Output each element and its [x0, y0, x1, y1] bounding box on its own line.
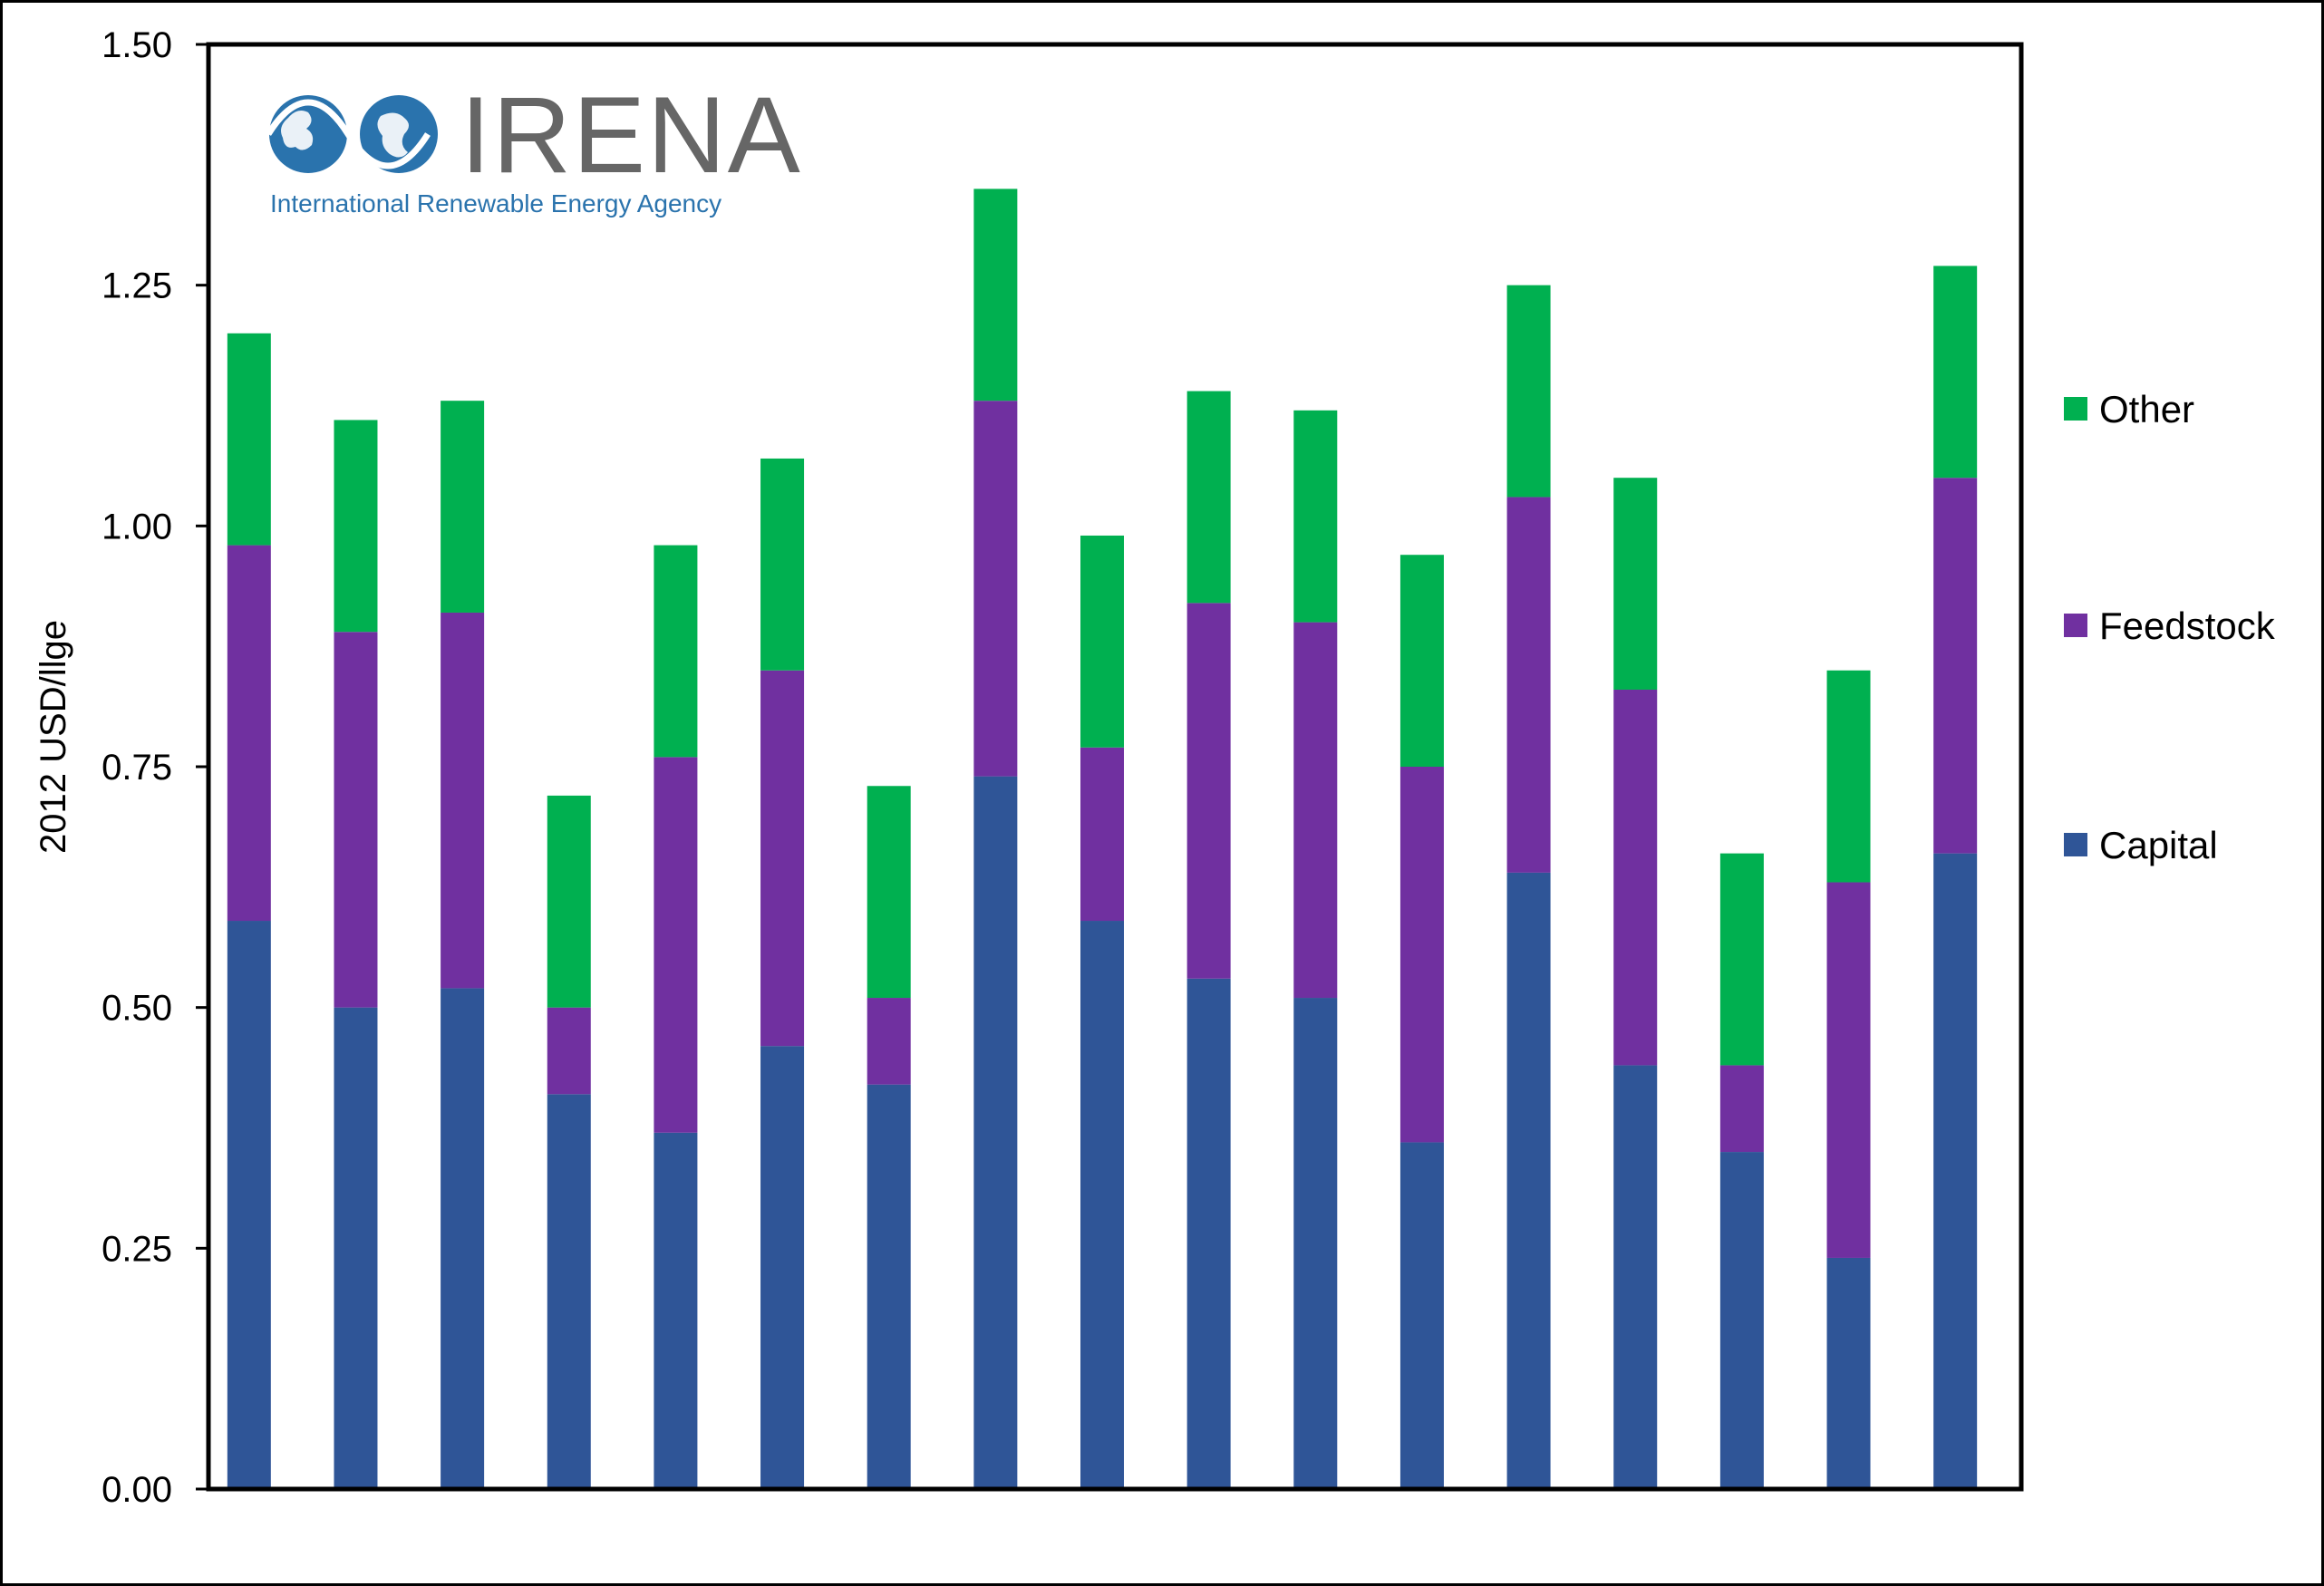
bar-capital-17	[1933, 853, 1978, 1489]
bar-other-11	[1293, 410, 1338, 623]
legend-swatch-capital	[2064, 833, 2087, 856]
legend-label-other: Other	[2099, 388, 2194, 430]
y-axis-title: 2012 USD/llge	[34, 620, 73, 854]
bars-layer	[227, 189, 1978, 1489]
bar-feedstock-9	[1080, 747, 1124, 922]
bar-other-15	[1719, 853, 1764, 1066]
bar-feedstock-8	[973, 401, 1018, 777]
irena-logo: IRENA International Renewable Energy Age…	[266, 74, 802, 218]
bar-feedstock-7	[867, 998, 911, 1085]
legend-label-capital: Capital	[2099, 824, 2218, 866]
bar-capital-9	[1080, 921, 1124, 1489]
bar-other-1	[227, 333, 271, 546]
bar-other-14	[1613, 478, 1658, 690]
logo-wordmark: IRENA	[460, 74, 802, 196]
bar-other-17	[1933, 266, 1978, 479]
logo-tagline: International Renewable Energy Agency	[270, 189, 721, 218]
y-tick-label: 0.00	[102, 1470, 172, 1510]
y-tick-label: 1.50	[102, 25, 172, 65]
bar-capital-14	[1613, 1065, 1658, 1489]
bar-other-7	[867, 786, 911, 999]
bar-capital-15	[1719, 1152, 1764, 1489]
bar-feedstock-5	[654, 757, 698, 1133]
plot-area-border	[206, 42, 2024, 1492]
y-tick-label: 1.25	[102, 266, 172, 306]
bar-feedstock-3	[441, 612, 485, 989]
bar-capital-7	[867, 1084, 911, 1489]
bar-other-5	[654, 545, 698, 758]
globe-infinity-icon	[266, 95, 438, 173]
bar-other-2	[334, 420, 378, 633]
bar-other-16	[1826, 670, 1871, 883]
bar-other-9	[1080, 535, 1124, 748]
bar-capital-12	[1399, 1142, 1444, 1489]
bar-feedstock-11	[1293, 622, 1338, 999]
bar-other-3	[441, 401, 485, 613]
y-tick-label: 0.25	[102, 1229, 172, 1269]
bar-other-8	[973, 189, 1018, 401]
bar-feedstock-12	[1399, 767, 1444, 1143]
bar-capital-13	[1506, 872, 1551, 1489]
legend-label-feedstock: Feedstock	[2099, 604, 2276, 647]
y-axis: 0.00 0.25 0.50 0.75 1.00 1.25 1.50	[102, 25, 208, 1510]
bar-feedstock-15	[1719, 1065, 1764, 1153]
bar-other-10	[1186, 391, 1231, 604]
bar-capital-6	[760, 1046, 805, 1489]
bar-capital-11	[1293, 998, 1338, 1489]
bar-capital-10	[1186, 978, 1231, 1489]
legend-swatch-other	[2064, 397, 2087, 421]
legend-swatch-feedstock	[2064, 614, 2087, 637]
bar-feedstock-1	[227, 545, 271, 922]
bar-feedstock-13	[1506, 497, 1551, 873]
bar-feedstock-14	[1613, 689, 1658, 1066]
bar-feedstock-2	[334, 632, 378, 1008]
legend: Other Feedstock Capital	[2064, 388, 2276, 866]
bar-feedstock-16	[1826, 882, 1871, 1258]
bar-other-6	[760, 458, 805, 671]
bar-feedstock-4	[547, 1007, 591, 1095]
bar-capital-4	[547, 1094, 591, 1489]
bar-feedstock-17	[1933, 478, 1978, 854]
bar-other-13	[1506, 285, 1551, 498]
bar-capital-1	[227, 921, 271, 1489]
bar-capital-5	[654, 1132, 698, 1489]
y-tick-label: 1.00	[102, 507, 172, 546]
bar-capital-8	[973, 776, 1018, 1489]
y-tick-label: 0.75	[102, 748, 172, 788]
y-tick-label: 0.50	[102, 989, 172, 1029]
bar-capital-16	[1826, 1257, 1871, 1489]
bar-feedstock-10	[1186, 603, 1231, 979]
bar-other-12	[1399, 555, 1444, 767]
bar-capital-2	[334, 1007, 378, 1489]
bar-capital-3	[441, 988, 485, 1489]
bar-feedstock-6	[760, 670, 805, 1047]
bar-other-4	[547, 795, 591, 1008]
